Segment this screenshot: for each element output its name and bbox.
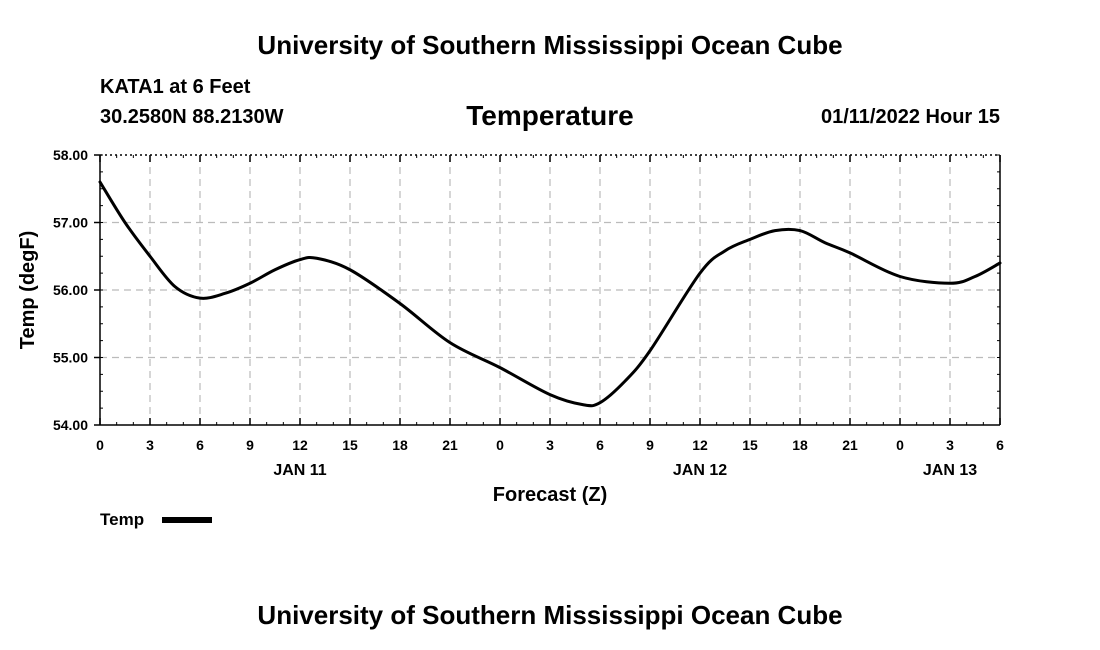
- x-tick-label: 9: [246, 437, 254, 453]
- x-tick-label: 15: [742, 437, 758, 453]
- y-tick-label: 56.00: [53, 282, 88, 298]
- x-tick-label: 18: [792, 437, 808, 453]
- x-axis-label: Forecast (Z): [493, 484, 607, 506]
- x-tick-label: 3: [946, 437, 954, 453]
- x-tick-label: 12: [292, 437, 308, 453]
- x-tick-label: 9: [646, 437, 654, 453]
- x-tick-label: 0: [896, 437, 904, 453]
- legend-label: Temp: [100, 510, 145, 529]
- x-tick-label: 0: [96, 437, 104, 453]
- x-tick-label: 15: [342, 437, 358, 453]
- y-axis-label: Temp (degF): [17, 231, 39, 350]
- x-tick-label: 3: [146, 437, 154, 453]
- forecast-datetime: 01/11/2022 Hour 15: [820, 106, 1000, 128]
- x-tick-label: 18: [392, 437, 408, 453]
- date-label: JAN 13: [923, 462, 977, 479]
- station-coordinates: 30.2580N 88.2130W: [100, 106, 284, 128]
- date-label: JAN 12: [673, 462, 727, 479]
- footer-title: University of Southern Mississippi Ocean…: [257, 600, 843, 630]
- x-tick-label: 12: [692, 437, 708, 453]
- x-tick-label: 3: [546, 437, 554, 453]
- variable-title: Temperature: [466, 100, 634, 131]
- series-line-temp: [98, 180, 1002, 408]
- x-tick-label: 6: [996, 437, 1004, 453]
- x-tick-label: 0: [496, 437, 504, 453]
- chart-title: University of Southern Mississippi Ocean…: [257, 30, 843, 60]
- x-tick-label: 6: [596, 437, 604, 453]
- y-tick-label: 58.00: [53, 147, 88, 163]
- x-tick-label: 21: [842, 437, 858, 453]
- y-tick-label: 57.00: [53, 215, 88, 231]
- x-tick-label: 6: [196, 437, 204, 453]
- series-layer: [98, 180, 1002, 408]
- station-label: KATA1 at 6 Feet: [100, 76, 251, 98]
- x-tick-label: 21: [442, 437, 458, 453]
- y-tick-label: 54.00: [53, 417, 88, 433]
- grid: [100, 155, 1000, 425]
- date-label: JAN 11: [273, 462, 326, 479]
- y-tick-label: 55.00: [53, 350, 88, 366]
- axes: 54.00 55.00 56.00 57.00 58.00 0 3 6 9 12 15 18 21 0 3 6…: [53, 147, 1004, 479]
- legend-line-swatch: [162, 517, 212, 523]
